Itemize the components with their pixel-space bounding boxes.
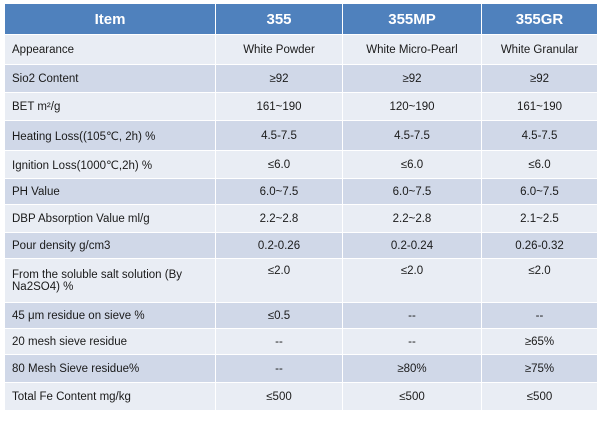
cell-355gr: ≤2.0 <box>481 258 598 303</box>
cell-355mp: ≤6.0 <box>342 150 482 179</box>
header-355mp: 355MP <box>342 3 482 35</box>
cell-355mp: ≤2.0 <box>342 258 482 303</box>
row-label: Total Fe Content mg/kg <box>4 382 216 411</box>
table-row: From the soluble salt solution (By Na2SO… <box>4 258 598 303</box>
cell-355gr: ≥65% <box>481 328 598 355</box>
cell-355gr: 2.1~2.5 <box>481 204 598 233</box>
cell-355mp: ≥80% <box>342 354 482 383</box>
row-label: 20 mesh sieve residue <box>4 328 216 355</box>
table-row: 45 μm residue on sieve % ≤0.5 -- -- <box>4 302 598 329</box>
row-label: BET m²/g <box>4 92 216 121</box>
table-row: DBP Absorption Value ml/g 2.2~2.8 2.2~2.… <box>4 204 598 233</box>
cell-355mp: 0.2-0.24 <box>342 232 482 259</box>
table-row: Appearance White Powder White Micro-Pear… <box>4 34 598 65</box>
header-355: 355 <box>215 3 343 35</box>
table-row: Ignition Loss(1000℃,2h) % ≤6.0 ≤6.0 ≤6.0 <box>4 150 598 179</box>
table-row: 80 Mesh Sieve residue% -- ≥80% ≥75% <box>4 354 598 383</box>
cell-355mp: -- <box>342 302 482 329</box>
cell-355gr: White Granular <box>481 34 598 65</box>
cell-355gr: ≤6.0 <box>481 150 598 179</box>
cell-355mp: -- <box>342 328 482 355</box>
cell-355gr: -- <box>481 302 598 329</box>
cell-355mp: 120~190 <box>342 92 482 121</box>
cell-355gr: 0.26-0.32 <box>481 232 598 259</box>
cell-355: 0.2-0.26 <box>215 232 343 259</box>
table-row: PH Value 6.0~7.5 6.0~7.5 6.0~7.5 <box>4 178 598 205</box>
cell-355mp: ≤500 <box>342 382 482 411</box>
row-label: PH Value <box>4 178 216 205</box>
table-row: Heating Loss((105℃, 2h) % 4.5-7.5 4.5-7.… <box>4 120 598 151</box>
cell-355gr: 161~190 <box>481 92 598 121</box>
cell-355: ≤500 <box>215 382 343 411</box>
table-row: 20 mesh sieve residue -- -- ≥65% <box>4 328 598 355</box>
row-label: 80 Mesh Sieve residue% <box>4 354 216 383</box>
cell-355: -- <box>215 354 343 383</box>
cell-355: White Powder <box>215 34 343 65</box>
cell-355: 2.2~2.8 <box>215 204 343 233</box>
row-label: From the soluble salt solution (By Na2SO… <box>4 258 216 303</box>
cell-355gr: ≤500 <box>481 382 598 411</box>
cell-355gr: 6.0~7.5 <box>481 178 598 205</box>
header-355gr: 355GR <box>481 3 598 35</box>
table-row: Total Fe Content mg/kg ≤500 ≤500 ≤500 <box>4 382 598 411</box>
cell-355: 4.5-7.5 <box>215 120 343 151</box>
cell-355: 6.0~7.5 <box>215 178 343 205</box>
table-row: Sio2 Content ≥92 ≥92 ≥92 <box>4 64 598 93</box>
row-label: Ignition Loss(1000℃,2h) % <box>4 150 216 179</box>
header-row: Item 355 355MP 355GR <box>4 3 598 35</box>
table-row: BET m²/g 161~190 120~190 161~190 <box>4 92 598 121</box>
cell-355: ≤2.0 <box>215 258 343 303</box>
header-item: Item <box>4 3 216 35</box>
row-label: Appearance <box>4 34 216 65</box>
cell-355mp: White Micro-Pearl <box>342 34 482 65</box>
cell-355: ≤0.5 <box>215 302 343 329</box>
cell-355: ≤6.0 <box>215 150 343 179</box>
cell-355gr: ≥92 <box>481 64 598 93</box>
table-row: Pour density g/cm3 0.2-0.26 0.2-0.24 0.2… <box>4 232 598 259</box>
cell-355gr: 4.5-7.5 <box>481 120 598 151</box>
cell-355mp: 4.5-7.5 <box>342 120 482 151</box>
cell-355: -- <box>215 328 343 355</box>
cell-355mp: ≥92 <box>342 64 482 93</box>
cell-355: 161~190 <box>215 92 343 121</box>
row-label: DBP Absorption Value ml/g <box>4 204 216 233</box>
row-label: Sio2 Content <box>4 64 216 93</box>
cell-355: ≥92 <box>215 64 343 93</box>
row-label: 45 μm residue on sieve % <box>4 302 216 329</box>
cell-355mp: 2.2~2.8 <box>342 204 482 233</box>
cell-355mp: 6.0~7.5 <box>342 178 482 205</box>
cell-355gr: ≥75% <box>481 354 598 383</box>
row-label: Heating Loss((105℃, 2h) % <box>4 120 216 151</box>
row-label: Pour density g/cm3 <box>4 232 216 259</box>
spec-table: Item 355 355MP 355GR Appearance White Po… <box>4 3 598 411</box>
